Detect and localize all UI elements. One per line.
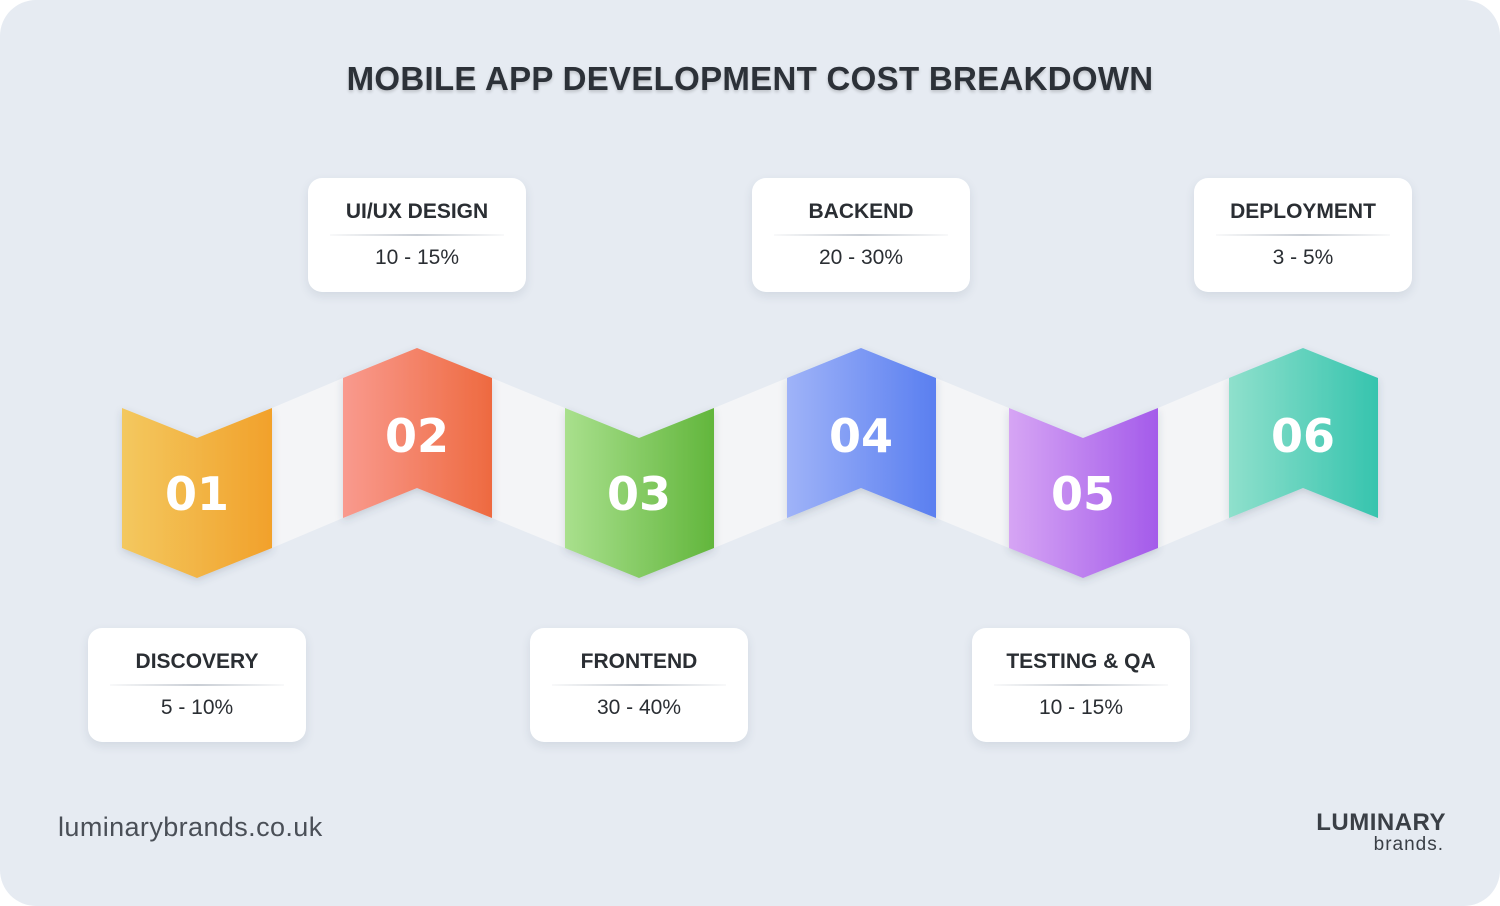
- card-divider: [1216, 234, 1390, 236]
- step-06-label: DEPLOYMENT: [1230, 200, 1376, 223]
- step-06-card: DEPLOYMENT 3 - 5%: [1194, 178, 1412, 292]
- page-title: MOBILE APP DEVELOPMENT COST BREAKDOWN: [346, 60, 1154, 97]
- step-02-number: 02: [385, 409, 449, 463]
- step-04-card: BACKEND 20 - 30%: [752, 178, 970, 292]
- step-01-label: DISCOVERY: [135, 650, 259, 673]
- connector-2-3: [492, 378, 565, 548]
- step-03-shape: [565, 408, 714, 578]
- step-06-range: 3 - 5%: [1272, 246, 1334, 269]
- step-02-label: UI/UX DESIGN: [345, 200, 489, 223]
- step-03-card: FRONTEND 30 - 40%: [530, 628, 748, 742]
- step-04-number: 04: [829, 409, 893, 463]
- step-01-shape: [122, 408, 272, 578]
- card-divider: [774, 234, 948, 236]
- logo-wordmark-top: LUMINARY: [1316, 809, 1446, 836]
- step-02-shape: [343, 348, 492, 518]
- brand-logo: LUMINARY brands.: [1286, 810, 1446, 856]
- card-divider: [552, 684, 726, 686]
- step-01-range: 5 - 10%: [160, 696, 234, 719]
- step-05-label: TESTING & QA: [1006, 650, 1156, 673]
- step-03-label: FRONTEND: [580, 650, 698, 673]
- website-link[interactable]: luminarybrands.co.uk: [58, 812, 323, 842]
- connector-3-4: [714, 378, 787, 548]
- step-01-number: 01: [165, 467, 229, 521]
- step-05-shape: [1009, 408, 1158, 578]
- step-04-range: 20 - 30%: [818, 246, 904, 269]
- step-02-range: 10 - 15%: [374, 246, 460, 269]
- card-divider: [330, 234, 504, 236]
- step-03-number: 03: [607, 467, 671, 521]
- step-01-card: DISCOVERY 5 - 10%: [88, 628, 306, 742]
- connector-5-6: [1158, 378, 1229, 548]
- step-05-card: TESTING & QA 10 - 15%: [972, 628, 1190, 742]
- step-05-number: 05: [1051, 467, 1115, 521]
- step-04-label: BACKEND: [808, 200, 914, 223]
- step-05-range: 10 - 15%: [1038, 696, 1124, 719]
- step-06-shape: [1229, 348, 1378, 518]
- connector-1-2: [272, 378, 343, 548]
- card-divider: [110, 684, 284, 686]
- connector-4-5: [936, 378, 1009, 548]
- card-divider: [994, 684, 1168, 686]
- step-04-shape: [787, 348, 936, 518]
- step-02-card: UI/UX DESIGN 10 - 15%: [308, 178, 526, 292]
- step-03-range: 30 - 40%: [596, 696, 682, 719]
- step-06-number: 06: [1271, 409, 1335, 463]
- logo-wordmark-bottom: brands.: [1373, 834, 1444, 855]
